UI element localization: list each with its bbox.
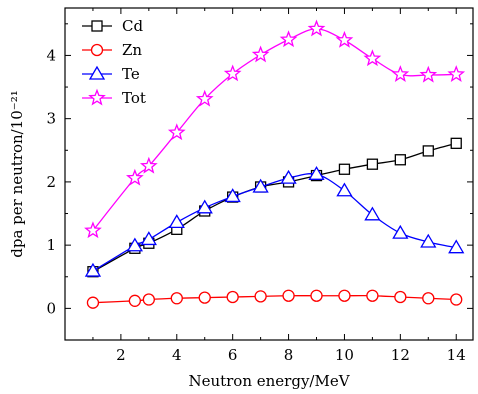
data-point-zn — [142, 293, 155, 306]
x-tick-label: 6 — [228, 346, 238, 364]
data-point-te — [364, 206, 381, 221]
legend-item-tot: Tot — [82, 88, 146, 107]
data-point-tot — [391, 65, 410, 82]
series-zn — [86, 289, 463, 309]
y-tick-label: 4 — [46, 46, 56, 64]
data-point-tot — [307, 19, 326, 37]
legend-item-te: Te — [82, 65, 140, 83]
data-point-te — [392, 224, 409, 239]
data-point-zn — [282, 289, 295, 302]
legend-label-zn: Zn — [122, 41, 142, 59]
data-point-te — [252, 178, 269, 193]
legend-label-te: Te — [122, 65, 140, 83]
data-point-zn — [254, 290, 267, 303]
x-tick-label: 14 — [447, 346, 466, 364]
y-tick-label: 3 — [46, 110, 56, 128]
x-tick-label: 4 — [172, 346, 182, 364]
data-point-tot — [447, 65, 466, 82]
legend-marker-cd — [91, 20, 103, 32]
data-point-zn — [170, 292, 183, 305]
plot-frame — [64, 7, 474, 341]
data-point-tot — [223, 64, 242, 82]
data-point-te — [168, 214, 185, 229]
data-point-cd — [338, 163, 351, 175]
y-tick-label: 1 — [46, 236, 56, 254]
x-tick-label: 10 — [335, 346, 354, 364]
data-point-cd — [394, 154, 406, 166]
data-point-tot — [139, 156, 158, 174]
legend-label-tot: Tot — [122, 89, 146, 107]
data-point-te — [336, 182, 353, 197]
legend-marker-zn — [90, 43, 104, 57]
data-point-te — [308, 166, 325, 180]
data-point-tot — [251, 45, 270, 63]
data-point-te — [140, 231, 157, 246]
data-point-tot — [363, 49, 382, 67]
data-point-zn — [310, 289, 323, 302]
data-point-te — [196, 199, 213, 214]
data-point-tot — [279, 30, 298, 48]
data-point-te — [224, 188, 241, 203]
legend-item-cd: Cd — [82, 17, 143, 35]
data-point-zn — [366, 289, 379, 302]
legend-marker-te — [88, 65, 106, 80]
series-tot — [84, 19, 466, 239]
x-axis-label: Neutron energy/MeV — [188, 372, 350, 390]
data-point-zn — [450, 293, 463, 306]
data-point-tot — [126, 168, 144, 186]
legend-item-zn: Zn — [82, 41, 142, 59]
data-point-te — [126, 237, 143, 252]
x-tick-label: 12 — [391, 346, 410, 364]
data-point-zn — [198, 291, 211, 304]
series-line-tot — [92, 28, 457, 232]
y-axis-label: dpa per neutron/10⁻²¹ — [8, 90, 26, 258]
series-line-te — [92, 173, 457, 272]
data-point-tot — [195, 89, 214, 107]
data-point-cd — [366, 158, 379, 170]
legend-label-cd: Cd — [122, 17, 143, 35]
legend-marker-tot — [88, 88, 106, 106]
data-point-cd — [450, 137, 462, 149]
data-point-tot — [84, 221, 102, 239]
data-point-zn — [128, 294, 142, 307]
data-point-tot — [335, 30, 354, 48]
data-point-te — [448, 239, 465, 254]
data-point-te — [280, 169, 297, 184]
y-tick-label: 0 — [46, 299, 56, 317]
y-tick-label: 2 — [46, 173, 56, 191]
legend: Cd Zn Te Tot — [82, 17, 146, 107]
series-te — [84, 166, 465, 277]
data-point-zn — [422, 292, 435, 305]
data-point-tot — [167, 123, 186, 141]
data-point-zn — [86, 296, 100, 309]
series-layer — [84, 19, 466, 309]
data-point-te — [84, 262, 102, 277]
data-point-zn — [338, 289, 351, 302]
data-point-tot — [419, 65, 438, 83]
x-tick-label: 8 — [284, 346, 294, 364]
data-point-cd — [422, 145, 434, 157]
x-tick-label: 2 — [116, 346, 126, 364]
data-point-te — [420, 233, 437, 248]
data-point-zn — [226, 290, 239, 304]
data-point-zn — [394, 290, 407, 304]
series-cd — [87, 137, 462, 278]
